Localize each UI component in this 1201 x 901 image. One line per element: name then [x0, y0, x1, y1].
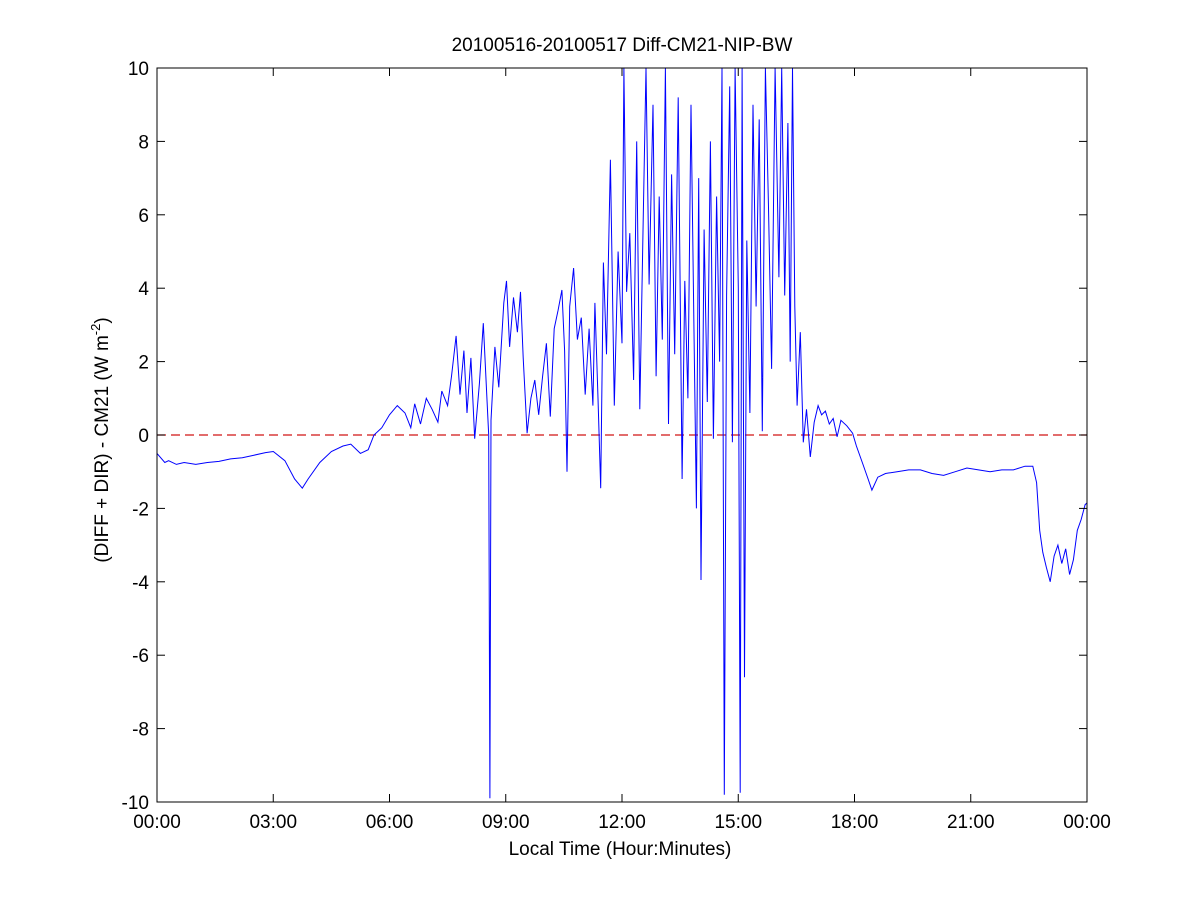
- y-tick-label: 10: [128, 59, 149, 80]
- x-tick-label: 18:00: [831, 812, 879, 833]
- y-tick-label: -2: [132, 499, 149, 520]
- y-tick-label: -6: [132, 646, 149, 667]
- y-axis-label-superscript: -2: [88, 324, 103, 336]
- y-tick-label: 2: [138, 353, 149, 374]
- x-tick-label: 12:00: [598, 812, 646, 833]
- y-axis-label-close: ): [92, 317, 113, 323]
- series-line: [156, 67, 1088, 799]
- x-tick-label: 03:00: [249, 812, 297, 833]
- chart-title: 20100516-20100517 Diff-CM21-NIP-BW: [452, 35, 793, 56]
- y-axis-ticks: -10 -8 -6 -4 -2 0 2 4 6 8 10: [122, 59, 1087, 814]
- y-tick-label: -10: [122, 793, 149, 814]
- y-tick-label: -8: [132, 720, 149, 741]
- y-tick-label: 8: [138, 132, 149, 153]
- x-tick-label: 00:00: [133, 812, 181, 833]
- x-tick-label: 06:00: [366, 812, 414, 833]
- y-tick-label: 0: [138, 426, 149, 447]
- x-axis-ticks: 00:00 03:00 06:00 09:00 12:00 15:00 18:00 21:00…: [133, 68, 1111, 833]
- y-axis-label: (DIFF + DIR) - CM21 (W m-2): [88, 317, 113, 562]
- x-tick-label: 21:00: [947, 812, 995, 833]
- plot-frame: [156, 67, 1088, 803]
- y-tick-label: -4: [132, 573, 149, 594]
- y-tick-label: 6: [138, 206, 149, 227]
- series-group: [156, 67, 1088, 799]
- x-tick-label: 00:00: [1063, 812, 1111, 833]
- x-tick-label: 09:00: [482, 812, 530, 833]
- y-axis-label-main: (DIFF + DIR) - CM21 (W m: [92, 335, 113, 562]
- x-tick-label: 15:00: [714, 812, 762, 833]
- x-axis-label: Local Time (Hour:Minutes): [509, 839, 732, 860]
- y-tick-label: 4: [138, 279, 149, 300]
